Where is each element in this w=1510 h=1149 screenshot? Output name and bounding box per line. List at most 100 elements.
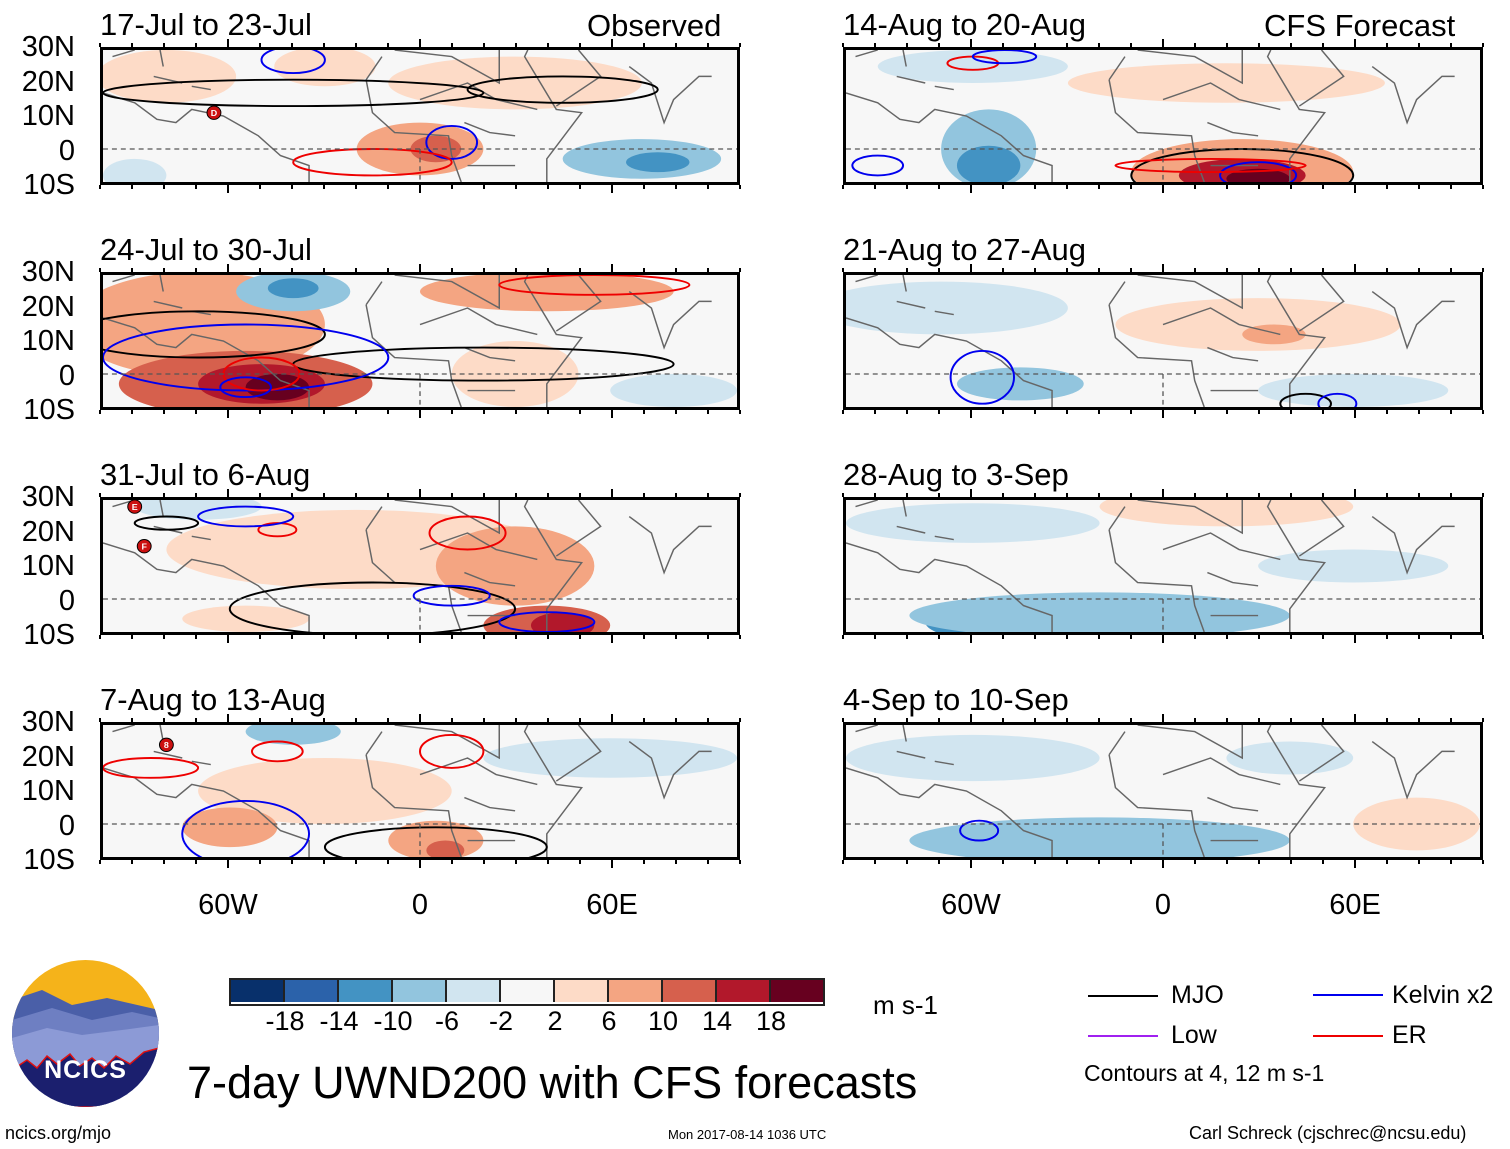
anomaly-region (182, 605, 310, 632)
anomaly-region (1067, 63, 1385, 103)
axis-tick (1290, 185, 1292, 189)
axis-tick (1450, 493, 1452, 497)
y-tick-label: 30N (21, 31, 75, 63)
axis-tick (323, 860, 325, 864)
axis-tick (1066, 493, 1068, 497)
y-tick-label: 10N (21, 325, 75, 357)
wave-contour (228, 581, 517, 632)
site-url[interactable]: ncics.org/mjo (5, 1123, 112, 1143)
y-tick-label: 0 (58, 809, 75, 842)
axis-tick (643, 860, 645, 864)
axis-tick (323, 635, 325, 639)
wave-contour (250, 740, 304, 763)
axis-tick (387, 493, 389, 497)
axis-tick (1034, 493, 1036, 497)
y-tick-label: 30N (21, 481, 75, 513)
observed-label: Observed (587, 8, 722, 43)
axis-tick (1450, 43, 1452, 47)
anomaly-region (245, 374, 310, 401)
axis-tick (707, 635, 709, 639)
axis-tick (970, 714, 972, 722)
axis-tick (739, 635, 741, 639)
axis-tick (1482, 185, 1484, 189)
anomaly-region (846, 734, 1100, 782)
colorbar-swatch (555, 980, 609, 1002)
axis-tick (1322, 493, 1324, 497)
axis-tick (938, 635, 940, 639)
axis-tick (1354, 489, 1356, 497)
axis-tick (419, 860, 421, 868)
axis-tick (675, 718, 677, 722)
axis-tick (1450, 185, 1452, 189)
colorbar-tick-label: 14 (701, 1006, 733, 1036)
axis-tick (131, 635, 133, 639)
axis-tick (970, 185, 972, 193)
axis-tick (451, 410, 453, 414)
colorbar-tick-label: -2 (488, 1006, 513, 1036)
axis-tick (842, 493, 844, 497)
wave-contour (103, 78, 485, 108)
axis-tick (451, 185, 453, 189)
forecast-label: CFS Forecast (1264, 8, 1456, 43)
axis-tick (906, 43, 908, 47)
y-tick-label: 10S (23, 844, 75, 876)
panel-title: 21-Aug to 27-Aug (843, 232, 1087, 267)
wave-contour (103, 310, 326, 359)
axis-tick (938, 493, 940, 497)
y-tick-label: 0 (58, 134, 75, 167)
y-tick-label: 30N (21, 706, 75, 738)
anomaly-region (956, 367, 1084, 401)
map-panel (843, 47, 1483, 185)
axis-tick (163, 410, 165, 414)
x-tick-label: 60E (1329, 889, 1381, 921)
y-tick-label: 0 (58, 584, 75, 617)
axis-tick (1418, 718, 1420, 722)
axis-tick (419, 489, 421, 497)
map-panel: D (100, 47, 740, 185)
axis-tick (163, 185, 165, 189)
axis-tick (387, 635, 389, 639)
axis-tick (938, 185, 940, 189)
axis-tick (195, 268, 197, 272)
axis-tick (387, 43, 389, 47)
anomaly-region (198, 758, 452, 824)
wave-contour (412, 584, 491, 607)
axis-tick (938, 43, 940, 47)
axis-tick (1354, 635, 1356, 643)
axis-tick (1290, 493, 1292, 497)
axis-tick (842, 268, 844, 272)
axis-tick (323, 493, 325, 497)
axis-tick (131, 43, 133, 47)
axis-tick (739, 493, 741, 497)
axis-tick (1290, 43, 1292, 47)
axis-tick (195, 860, 197, 864)
colorbar-swatch (447, 980, 501, 1002)
axis-tick (1034, 185, 1036, 189)
axis-tick (1194, 718, 1196, 722)
y-tick-label: 10S (23, 619, 75, 651)
y-tick-label: 0 (58, 359, 75, 392)
axis-tick (739, 268, 741, 272)
anomaly-region (134, 500, 262, 520)
axis-tick (906, 185, 908, 189)
axis-tick (419, 264, 421, 272)
axis-tick (1290, 268, 1292, 272)
axis-tick (451, 43, 453, 47)
axis-tick (515, 860, 517, 864)
axis-tick (163, 268, 165, 272)
axis-tick (1130, 268, 1132, 272)
wave-contour (949, 349, 1016, 405)
anomaly-region (956, 145, 1021, 182)
axis-tick (1386, 268, 1388, 272)
wave-contour (1114, 157, 1307, 174)
axis-tick (1194, 635, 1196, 639)
axis-tick (938, 268, 940, 272)
colorbar-swatch (339, 980, 393, 1002)
axis-tick (1130, 718, 1132, 722)
axis-tick (1386, 718, 1388, 722)
axis-tick (1194, 43, 1196, 47)
axis-tick (355, 718, 357, 722)
axis-tick (259, 410, 261, 414)
anomaly-region (483, 738, 737, 778)
